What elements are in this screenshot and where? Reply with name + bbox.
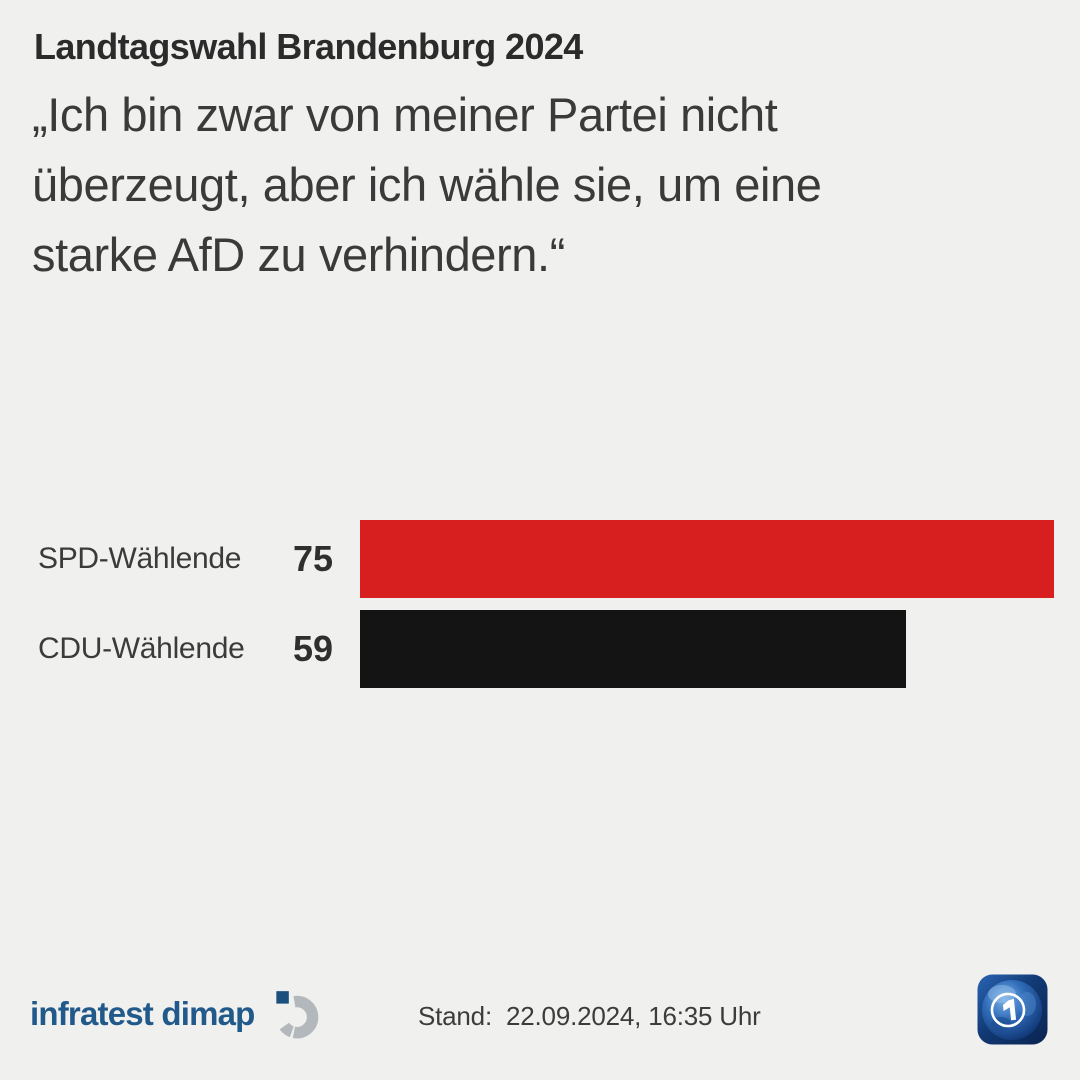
bar-fill-cdu (360, 610, 906, 688)
bar-row-spd: SPD-Wählende 75 (0, 520, 1080, 598)
bar-track-cdu (360, 610, 1054, 688)
bar-fill-spd (360, 520, 1054, 598)
quote-line-3: starke AfD zu verhindern.“ (32, 228, 565, 281)
chart-kicker-title: Landtagswahl Brandenburg 2024 (34, 26, 583, 67)
status-timestamp: Stand: 22.09.2024, 16:35 Uhr (418, 1001, 761, 1031)
chart-quote-title: „Ich bin zwar von meiner Partei nicht üb… (32, 80, 1012, 290)
source-attribution: infratest dimap (30, 986, 321, 1042)
bar-label-spd: SPD-Wählende (38, 542, 242, 575)
bar-value-spd: 75 (292, 538, 333, 579)
bar-row-cdu: CDU-Wählende 59 (0, 610, 1080, 688)
infratest-dimap-mark-icon (275, 991, 318, 1039)
quote-line-2: überzeugt, aber ich wähle sie, um eine (32, 158, 822, 211)
bar-track-spd (360, 520, 1054, 598)
ard-tagesschau-globe-icon (977, 974, 1048, 1045)
infratest-dimap-wordmark: infratest dimap (30, 995, 255, 1032)
quote-line-1: „Ich bin zwar von meiner Partei nicht (32, 88, 778, 141)
bar-value-cdu: 59 (292, 628, 333, 669)
bar-label-cdu: CDU-Wählende (38, 632, 245, 665)
